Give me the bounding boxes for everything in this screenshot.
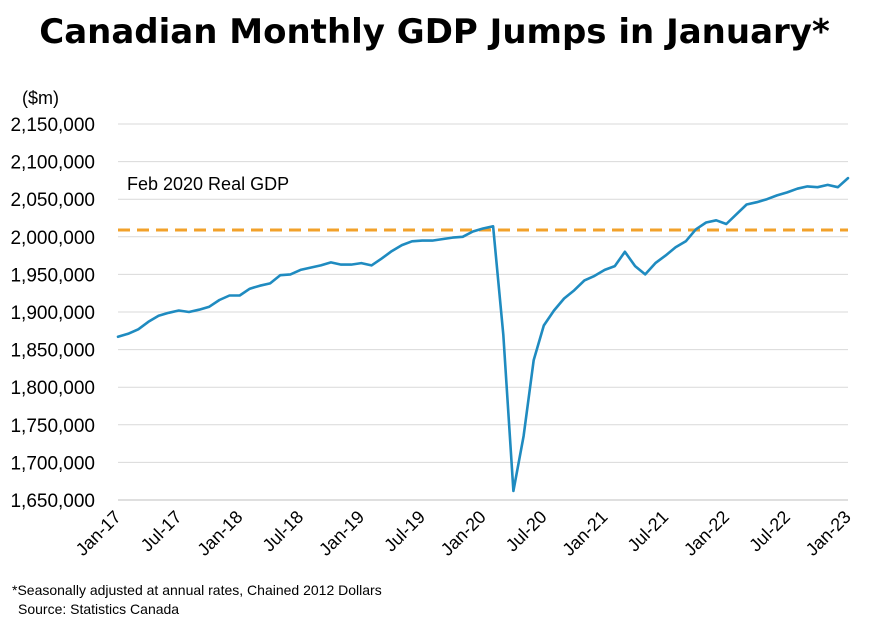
- y-tick-label: 2,000,000: [10, 228, 95, 249]
- x-tick-label: Jul-18: [259, 507, 308, 556]
- y-axis-unit-label: ($m): [22, 88, 59, 108]
- x-tick-label: Jan-17: [72, 507, 125, 560]
- reference-line-label: Feb 2020 Real GDP: [127, 174, 289, 194]
- series-line-gdp: [116, 176, 850, 493]
- y-tick-labels: 1,650,000 1,700,000 1,750,000 1,800,000 1,85…: [10, 115, 95, 512]
- x-tick-label: Jul-21: [624, 507, 673, 556]
- x-tick-label: Jul-22: [745, 507, 794, 556]
- x-tick-label: Jul-19: [380, 507, 429, 556]
- y-tick-label: 1,800,000: [10, 378, 95, 399]
- y-tick-label: 1,650,000: [10, 491, 95, 512]
- x-tick-label: Jan-18: [193, 507, 246, 560]
- x-tick-label: Jan-20: [437, 507, 490, 560]
- y-tick-label: 1,700,000: [10, 453, 95, 474]
- y-tick-label: 2,150,000: [10, 115, 95, 136]
- y-tick-label: 2,050,000: [10, 190, 95, 211]
- x-tick-label: Jan-19: [315, 507, 368, 560]
- chart-title: Canadian Monthly GDP Jumps in January*: [39, 12, 830, 52]
- y-tick-label: 1,900,000: [10, 303, 95, 324]
- gridlines: [118, 123, 848, 463]
- footnote-source: Source: Statistics Canada: [18, 601, 180, 617]
- y-tick-label: 1,950,000: [10, 265, 95, 286]
- footnote-note: *Seasonally adjusted at annual rates, Ch…: [12, 582, 382, 598]
- x-tick-label: Jan-21: [558, 507, 611, 560]
- x-tick-label: Jan-22: [680, 507, 733, 560]
- x-tick-label: Jul-17: [137, 507, 186, 556]
- x-tick-label: Jul-20: [502, 507, 551, 556]
- y-tick-label: 1,750,000: [10, 416, 95, 437]
- x-tick-label: Jan-23: [802, 507, 855, 560]
- y-tick-label: 1,850,000: [10, 341, 95, 362]
- x-tick-labels: Jan-17 Jul-17 Jan-18 Jul-18 Jan-19 Jul-19 Jan-…: [72, 507, 855, 560]
- y-tick-label: 2,100,000: [10, 153, 95, 174]
